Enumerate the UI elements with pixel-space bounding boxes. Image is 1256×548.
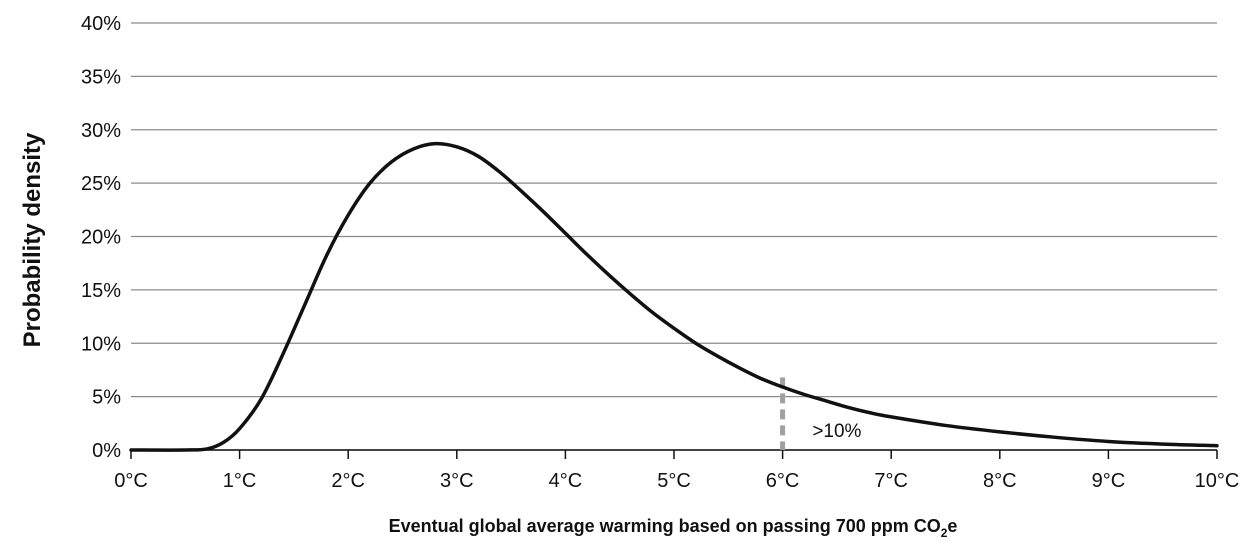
- x-tick-label: 10°C: [1195, 470, 1240, 492]
- x-tick-label: 6°C: [766, 470, 800, 492]
- x-tick-label: 7°C: [874, 470, 908, 492]
- x-axis-title-suffix: e: [947, 516, 957, 536]
- y-tick-label: 20%: [81, 227, 121, 249]
- x-axis-title-subscript: 2: [941, 526, 948, 540]
- x-tick-label: 0°C: [114, 470, 148, 492]
- y-tick-label: 15%: [81, 280, 121, 302]
- y-tick-label: 25%: [81, 173, 121, 195]
- gridlines: [131, 22, 1217, 451]
- x-axis-title: Eventual global average warming based on…: [389, 516, 958, 540]
- tail-probability-annotation: >10%: [812, 421, 861, 442]
- y-tick-label: 40%: [81, 13, 121, 35]
- x-tick-label: 1°C: [223, 470, 257, 492]
- x-tick-label: 9°C: [1092, 470, 1126, 492]
- y-tick-label: 0%: [92, 440, 121, 462]
- series-line-0: [129, 141, 1219, 452]
- annotation-layer: >10%: [812, 421, 861, 442]
- x-axis-title-main: Eventual global average warming based on…: [389, 516, 941, 536]
- x-tick-label: 3°C: [440, 470, 474, 492]
- y-tick-label: 30%: [81, 120, 121, 142]
- x-tick-label: 5°C: [657, 470, 691, 492]
- x-tick-label: 2°C: [331, 470, 365, 492]
- series-layer: [129, 141, 1219, 452]
- x-tick-label: 8°C: [983, 470, 1017, 492]
- x-tick-labels: 0°C 1°C 2°C 3°C 4°C 5°C 6°C 7°C 8°C 9°C 10°C: [114, 450, 1239, 492]
- y-axis-title: Probability density: [19, 132, 46, 347]
- y-tick-label: 35%: [81, 66, 121, 88]
- y-tick-labels: 0% 5% 10% 15% 20% 25% 30% 35% 40%: [81, 13, 121, 462]
- y-tick-label: 10%: [81, 333, 121, 355]
- x-tick-label: 4°C: [549, 470, 583, 492]
- y-tick-label: 5%: [92, 387, 121, 409]
